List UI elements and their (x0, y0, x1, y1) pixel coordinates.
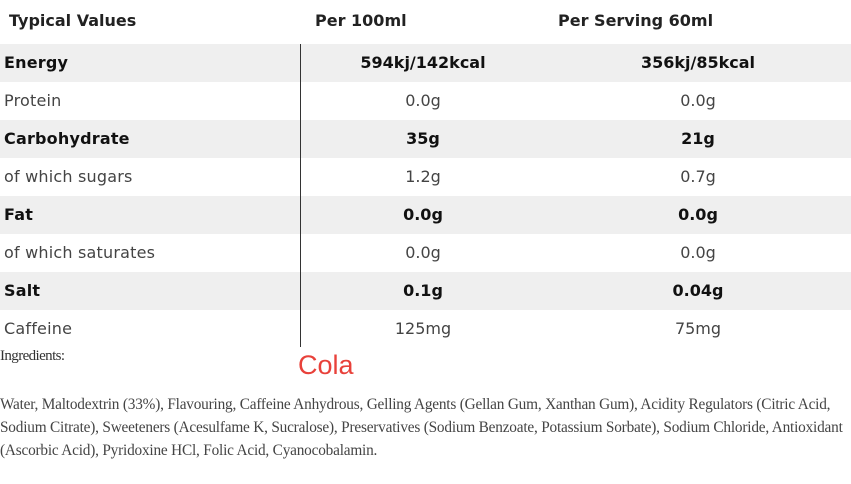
ingredients-label: Ingredients: (0, 348, 65, 364)
table-row-sugars: of which sugars 1.2g 0.7g (0, 158, 851, 196)
row-label: Fat (4, 205, 34, 224)
row-label: of which saturates (4, 243, 156, 262)
table-row-protein: Protein 0.0g 0.0g (0, 82, 851, 120)
row-per-serving: 0.0g (678, 205, 718, 224)
table-row-caffeine: Caffeine 125mg 75mg (0, 310, 851, 348)
row-label: of which sugars (4, 167, 133, 186)
ingredients-text: Water, Maltodextrin (33%), Flavouring, C… (0, 396, 843, 459)
row-per-serving: 75mg (674, 319, 722, 338)
row-per-100ml: 0.0g (403, 205, 443, 224)
row-per-serving: 21g (681, 129, 715, 148)
table-row-carbohydrate: Carbohydrate 35g 21g (0, 120, 851, 158)
table-row-salt: Salt 0.1g 0.04g (0, 272, 851, 310)
row-per-100ml: 1.2g (405, 167, 441, 186)
header-per-serving: Per Serving 60ml (558, 11, 714, 30)
row-per-100ml: 594kj/142kcal (360, 53, 486, 72)
row-per-100ml: 125mg (394, 319, 452, 338)
header-typical-values: Typical Values (9, 11, 137, 30)
row-per-serving: 0.7g (680, 167, 716, 186)
row-label: Caffeine (4, 319, 73, 338)
table-header: Typical Values Per 100ml Per Serving 60m… (0, 0, 851, 44)
row-label: Carbohydrate (4, 129, 130, 148)
row-label: Protein (4, 91, 62, 110)
row-per-serving: 0.0g (680, 243, 716, 262)
table-row-energy: Energy 594kj/142kcal 356kj/85kcal (0, 44, 851, 82)
row-per-serving: 356kj/85kcal (640, 53, 756, 72)
row-label: Salt (4, 281, 41, 300)
header-per-100ml: Per 100ml (315, 11, 407, 30)
nutrition-table: Energy 594kj/142kcal 356kj/85kcal Protei… (0, 44, 851, 348)
row-per-100ml: 0.1g (403, 281, 443, 300)
column-divider (300, 44, 301, 347)
flavour-label: Cola (298, 350, 354, 380)
row-per-100ml: 0.0g (405, 243, 441, 262)
row-per-serving: 0.04g (672, 281, 724, 300)
row-per-100ml: 0.0g (405, 91, 441, 110)
table-row-fat: Fat 0.0g 0.0g (0, 196, 851, 234)
table-row-saturates: of which saturates 0.0g 0.0g (0, 234, 851, 272)
row-per-serving: 0.0g (680, 91, 716, 110)
row-per-100ml: 35g (406, 129, 440, 148)
row-label: Energy (4, 53, 69, 72)
